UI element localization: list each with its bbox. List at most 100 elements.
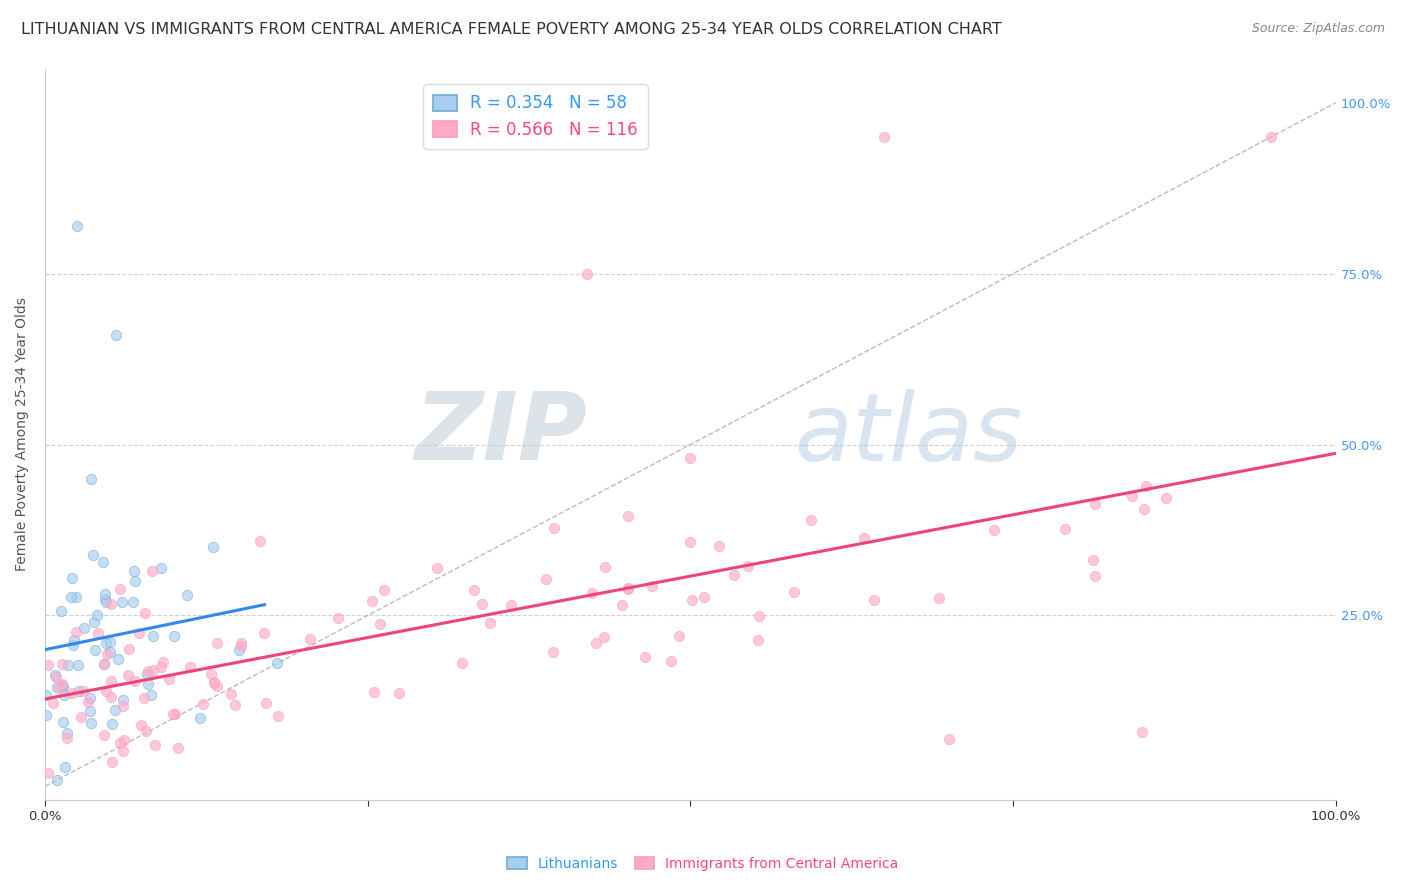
Point: [388, 686, 411, 700]
Point: [299, 632, 322, 647]
Point: [370, 617, 392, 632]
Point: [641, 579, 664, 593]
Point: [66, 658, 89, 673]
Point: [51, 677, 73, 691]
Point: [162, 706, 184, 721]
Point: [82, 548, 104, 562]
Point: [53, 688, 76, 702]
Point: [1133, 502, 1156, 516]
Point: [363, 685, 385, 699]
Point: [938, 731, 960, 746]
Point: [98, 634, 121, 648]
Point: [51, 604, 73, 618]
Point: [737, 559, 759, 574]
Text: LITHUANIAN VS IMMIGRANTS FROM CENTRAL AMERICA FEMALE POVERTY AMONG 25-34 YEAR OL: LITHUANIAN VS IMMIGRANTS FROM CENTRAL AM…: [21, 22, 1002, 37]
Point: [134, 691, 156, 706]
Point: [853, 532, 876, 546]
Point: [1084, 497, 1107, 511]
Point: [166, 740, 188, 755]
Point: [118, 642, 141, 657]
Point: [52, 714, 75, 729]
Point: [679, 451, 702, 466]
Point: [51, 657, 73, 671]
Point: [150, 560, 173, 574]
Point: [179, 660, 201, 674]
Point: [100, 690, 122, 704]
Point: [79, 691, 101, 706]
Point: [692, 591, 714, 605]
Point: [1121, 489, 1143, 503]
Point: [543, 520, 565, 534]
Point: [69, 684, 91, 698]
Point: [200, 666, 222, 681]
Point: [136, 667, 159, 681]
Point: [228, 642, 250, 657]
Point: [124, 574, 146, 589]
Point: [87, 625, 110, 640]
Point: [86, 608, 108, 623]
Point: [93, 657, 115, 671]
Point: [35, 689, 58, 703]
Point: [63, 633, 86, 648]
Point: [69, 710, 91, 724]
Point: [747, 633, 769, 648]
Point: [152, 655, 174, 669]
Text: Source: ZipAtlas.com: Source: ZipAtlas.com: [1251, 22, 1385, 36]
Point: [136, 677, 159, 691]
Point: [231, 636, 253, 650]
Point: [799, 513, 821, 527]
Point: [928, 591, 950, 606]
Point: [111, 692, 134, 706]
Point: [617, 581, 640, 595]
Point: [104, 328, 127, 343]
Point: [103, 703, 125, 717]
Point: [65, 625, 87, 640]
Text: atlas: atlas: [793, 389, 1022, 480]
Point: [983, 523, 1005, 537]
Point: [112, 732, 135, 747]
Point: [541, 645, 564, 659]
Point: [201, 540, 224, 554]
Point: [229, 639, 252, 653]
Point: [783, 585, 806, 599]
Y-axis label: Female Poverty Among 25-34 Year Olds: Female Poverty Among 25-34 Year Olds: [15, 297, 30, 571]
Point: [471, 597, 494, 611]
Point: [73, 622, 96, 636]
Point: [142, 629, 165, 643]
Point: [134, 607, 156, 621]
Point: [80, 715, 103, 730]
Point: [93, 728, 115, 742]
Point: [100, 755, 122, 769]
Point: [266, 657, 288, 671]
Point: [205, 680, 228, 694]
Point: [585, 635, 607, 649]
Point: [157, 672, 180, 686]
Point: [1081, 553, 1104, 567]
Point: [254, 696, 277, 710]
Point: [111, 595, 134, 609]
Point: [46, 772, 69, 787]
Point: [873, 129, 896, 144]
Point: [100, 597, 122, 611]
Point: [681, 593, 703, 607]
Point: [249, 534, 271, 549]
Point: [107, 651, 129, 665]
Point: [1084, 569, 1107, 583]
Point: [723, 568, 745, 582]
Point: [72, 684, 94, 698]
Point: [124, 673, 146, 688]
Point: [45, 670, 67, 684]
Point: [84, 643, 107, 657]
Point: [79, 704, 101, 718]
Point: [110, 582, 132, 596]
Point: [224, 698, 246, 712]
Point: [52, 680, 75, 694]
Point: [426, 560, 449, 574]
Point: [361, 594, 384, 608]
Point: [463, 582, 485, 597]
Point: [129, 718, 152, 732]
Point: [142, 663, 165, 677]
Point: [593, 560, 616, 574]
Point: [501, 598, 523, 612]
Point: [55, 731, 77, 746]
